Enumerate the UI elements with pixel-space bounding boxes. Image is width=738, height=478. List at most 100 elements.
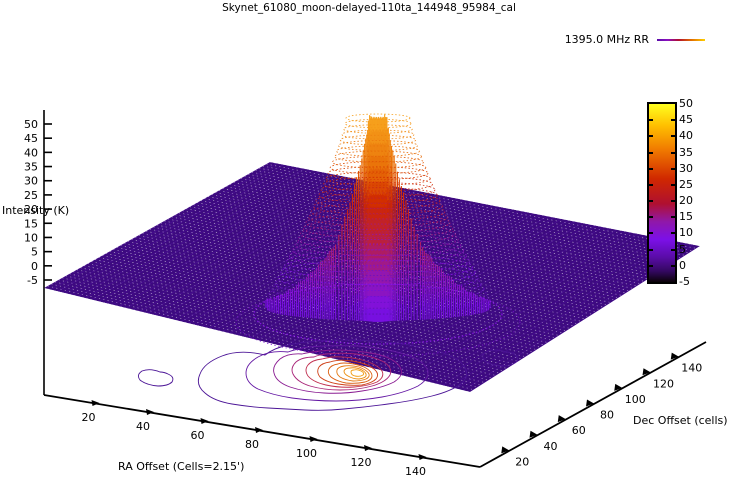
- z-axis-title: Intensity (K): [2, 204, 69, 217]
- peak-mesh-ring: [344, 118, 412, 129]
- x-axis-tick: [255, 427, 263, 433]
- x-axis: 20 40 60 80 100 120 140: [82, 400, 427, 478]
- colorbar-tick: [671, 232, 677, 235]
- peak-mesh-ring: [336, 145, 420, 157]
- colorbar-tick-label: 20: [679, 194, 693, 208]
- legend-gradient-line-icon: [657, 38, 705, 41]
- mesh-line: [109, 251, 537, 350]
- mesh-line: [284, 209, 513, 347]
- mesh-line: [435, 239, 666, 384]
- peak-mesh-ring: [320, 182, 436, 198]
- mesh-line: [65, 275, 493, 379]
- colorbar: 50 45 40 35 30 25 20 15 10 5 0 -5: [647, 98, 693, 287]
- mesh-line: [174, 187, 402, 321]
- peak-mesh-ring: [337, 140, 419, 152]
- mesh-line: [58, 279, 485, 383]
- y-axis-tick-label: 80: [600, 409, 614, 422]
- y-axis-tick: [642, 368, 651, 376]
- mesh-line: [229, 198, 458, 334]
- z-axis-tick-label: 45: [24, 132, 38, 145]
- colorbar-tick: [671, 151, 677, 154]
- peak-mesh-ring: [297, 228, 459, 250]
- colorbar-tick-label: 5: [679, 242, 686, 256]
- peak-mesh-ring: [315, 192, 441, 209]
- colorbar-tick: [647, 119, 653, 122]
- peak-mesh-ring: [283, 254, 473, 280]
- colorbar-tick: [671, 183, 677, 186]
- colorbar-tick-label: 15: [679, 210, 693, 224]
- x-axis-tick: [364, 445, 372, 451]
- colorbar-tick-label: 40: [679, 129, 693, 143]
- mesh-line: [346, 221, 576, 363]
- colorbar-tick: [647, 216, 653, 219]
- mesh-line: [120, 245, 548, 343]
- mesh-line: [131, 238, 560, 336]
- mesh-line: [73, 271, 500, 374]
- peak-mesh-ring: [343, 124, 413, 134]
- y-axis-title: Dec Offset (cells): [633, 414, 728, 427]
- y-axis-tick: [557, 415, 566, 423]
- colorbar-tick: [647, 151, 653, 154]
- colorbar-tick: [647, 135, 653, 138]
- y-axis-tick-label: 60: [572, 424, 586, 437]
- x-axis-tick-label: 20: [82, 411, 96, 424]
- mesh-line: [135, 236, 563, 334]
- peak-mesh-ring: [289, 244, 467, 268]
- peak-mesh-ring: [294, 233, 462, 256]
- x-axis-tick-label: 40: [136, 420, 150, 433]
- colorbar-tick: [671, 216, 677, 219]
- x-axis-title: RA Offset (Cells=2.15'): [118, 460, 244, 473]
- surface-peak: [235, 113, 521, 357]
- colorbar-tick: [647, 183, 653, 186]
- mesh-line: [124, 243, 552, 341]
- legend: 1395.0 MHz RR: [520, 33, 705, 46]
- peak-skirt: [235, 287, 521, 357]
- colorbar-tick-label: 25: [679, 177, 693, 191]
- mesh-line: [78, 168, 305, 297]
- z-axis-tick-label: 50: [24, 118, 38, 131]
- colorbar-tick-label: 0: [679, 258, 686, 272]
- x-axis-tick: [309, 436, 318, 442]
- contour-projection: [137, 339, 518, 411]
- mesh-line: [91, 261, 519, 362]
- y-axis-tick-label: 20: [515, 455, 529, 468]
- x-axis-tick: [418, 454, 427, 460]
- x-axis-tick: [91, 400, 100, 406]
- y-axis-tick-label: 120: [653, 377, 674, 390]
- peak-mesh-ring: [322, 176, 434, 192]
- colorbar-tick: [647, 264, 653, 267]
- colorbar-tick: [671, 200, 677, 203]
- colorbar-labels: 50 45 40 35 30 25 20 15 10 5 0 -5: [679, 98, 713, 287]
- mesh-line: [94, 259, 522, 360]
- z-axis-tick-label: 25: [24, 189, 38, 202]
- mesh-line: [304, 213, 534, 352]
- mesh-line: [62, 277, 489, 381]
- mesh-line: [47, 285, 474, 390]
- y-axis-tick: [586, 399, 594, 407]
- colorbar-tick: [671, 167, 677, 170]
- peak-mesh-ring: [331, 155, 425, 169]
- colorbar-tick: [647, 232, 653, 235]
- x-axis-tick-label: 120: [351, 456, 372, 469]
- peak-mesh-ring: [308, 208, 448, 227]
- mesh-line: [133, 179, 361, 311]
- mesh-line: [91, 171, 319, 300]
- mesh-line: [87, 263, 515, 365]
- mesh-line: [112, 175, 340, 305]
- colorbar-tick: [647, 200, 653, 203]
- mesh-line: [116, 247, 545, 346]
- peak-mesh-ring: [339, 134, 417, 146]
- mesh-line: [98, 257, 526, 357]
- colorbar-tick-label: 50: [679, 97, 693, 110]
- mesh-line: [428, 237, 659, 383]
- colorbar-tick: [671, 264, 677, 267]
- mesh-line: [84, 265, 511, 367]
- mesh-line: [140, 180, 368, 312]
- legend-label: 1395.0 MHz RR: [564, 33, 649, 46]
- peak-mesh-ring: [291, 239, 465, 262]
- y-axis-tick-label: 140: [681, 362, 702, 375]
- mesh-line: [64, 165, 291, 294]
- z-axis-tick-label: 30: [24, 175, 38, 188]
- colorbar-tick: [671, 119, 677, 122]
